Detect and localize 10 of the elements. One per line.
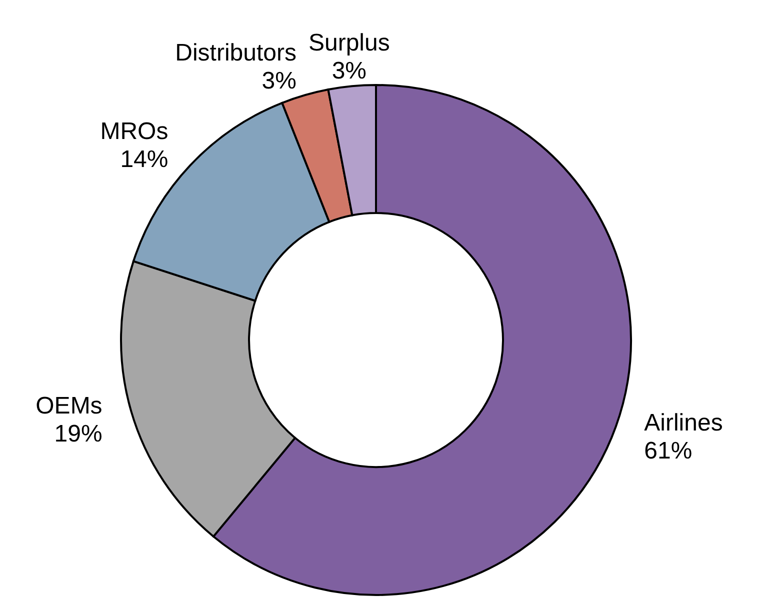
- slice-label: Surplus: [308, 28, 390, 56]
- data-label: 3%: [262, 66, 296, 94]
- slice-label: OEMs: [36, 392, 102, 420]
- slice-label: MROs: [100, 117, 168, 144]
- data-label: 19%: [54, 420, 102, 448]
- data-label: 3%: [332, 56, 367, 84]
- slice-label: Airlines: [644, 409, 723, 436]
- data-label: 61%: [644, 437, 692, 464]
- slice-label: Distributors: [175, 38, 296, 66]
- data-label: 14%: [120, 145, 168, 172]
